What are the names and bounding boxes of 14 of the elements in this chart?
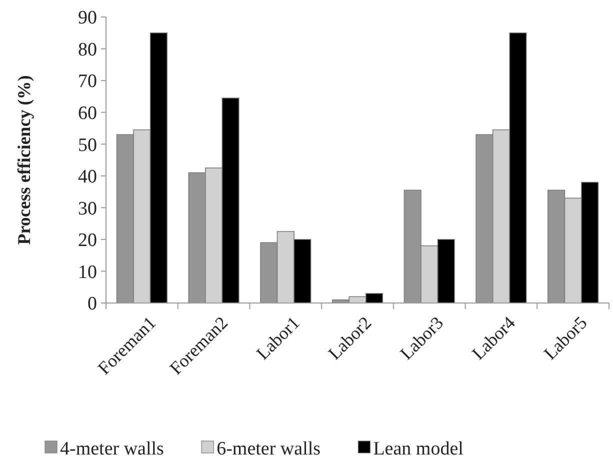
y-tick-label: 50 <box>78 134 97 156</box>
y-tick-label: 40 <box>78 166 97 188</box>
y-tick-label: 60 <box>78 102 97 124</box>
y-tick-label: 80 <box>78 39 97 60</box>
y-axis-title: Process efficiency (%) <box>14 75 34 245</box>
legend-label: 4-meter walls <box>60 438 164 460</box>
y-tick-label: 90 <box>78 8 97 29</box>
y-tick-label: 30 <box>78 198 97 220</box>
y-tick-label: 10 <box>78 262 97 283</box>
y-tick-label: 0 <box>88 294 97 315</box>
y-tick-label: 70 <box>78 71 97 92</box>
legend-label: Lean model <box>373 438 464 460</box>
legend-label: 6-meter walls <box>216 438 321 460</box>
y-tick-label: 20 <box>78 230 97 252</box>
